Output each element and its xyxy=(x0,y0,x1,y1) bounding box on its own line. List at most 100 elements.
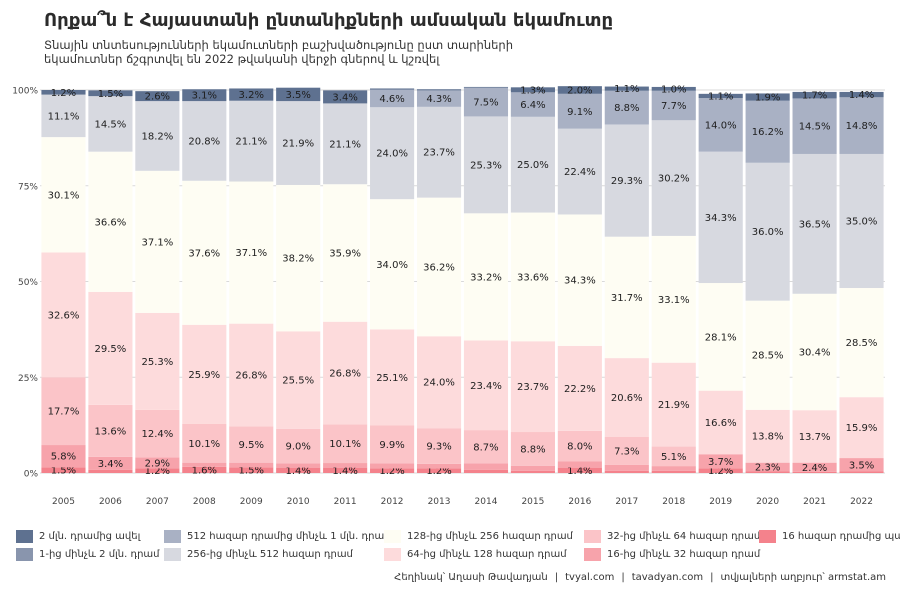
bar-segment-2009-1 xyxy=(229,462,274,468)
x-tick-label-2019: 2019 xyxy=(709,497,732,507)
bar-segment-2014-5 xyxy=(463,116,509,214)
caption-source: տվյալների աղբյուր՝ armstat.am xyxy=(720,572,886,583)
data-label-2017-3: 20.6% xyxy=(611,393,643,404)
bar-segment-2015-5 xyxy=(510,116,555,213)
data-label-2010-5: 21.9% xyxy=(282,139,314,150)
bar-segment-2022-3 xyxy=(839,397,884,459)
bar-segment-2006-8 xyxy=(88,90,133,97)
bar-segment-2006-1 xyxy=(88,456,133,470)
bar-segment-2014-4 xyxy=(463,213,509,341)
bar-segment-2015-2 xyxy=(510,432,555,466)
caption-link-tvyal[interactable]: tvyal.com xyxy=(565,572,615,583)
bar-segment-2020-3 xyxy=(745,409,790,463)
bar-segment-2018-5 xyxy=(651,120,696,236)
data-label-2008-3: 25.9% xyxy=(188,370,220,381)
data-label-2017-4: 31.7% xyxy=(611,293,643,304)
data-label-2006-2: 13.6% xyxy=(95,426,127,437)
data-label-2005-4: 30.1% xyxy=(48,190,80,201)
bar-segment-2018-1 xyxy=(651,466,696,471)
caption-link-tavadyan[interactable]: tavadyan.com xyxy=(631,572,704,583)
bar-segment-2016-0 xyxy=(557,467,602,473)
data-label-2019-6: 14.0% xyxy=(705,120,737,131)
x-tick-label-2021: 2021 xyxy=(803,497,826,507)
data-label-2014-3: 23.4% xyxy=(470,381,502,392)
bar-segment-2010-5 xyxy=(276,101,321,185)
subtitle-line-1: Տնային տնտեսությունների եկամուտների բաշխ… xyxy=(44,38,513,52)
bar-segment-2005-8 xyxy=(41,90,86,95)
data-label-2006-1: 3.4% xyxy=(98,459,123,470)
data-label-2018-2: 5.1% xyxy=(661,452,686,463)
bar-segment-2015-4 xyxy=(510,212,555,342)
bar-segment-2014-0 xyxy=(463,469,509,473)
bar-segment-2008-8 xyxy=(182,89,227,102)
bar-segment-2021-4 xyxy=(792,293,837,411)
bar-segment-2015-0 xyxy=(510,470,555,473)
legend-item-256k-512k: 256-ից մինչև 512 հազար դրամ xyxy=(164,548,353,561)
data-label-2020-1: 2.3% xyxy=(755,463,780,474)
bar-segment-2006-0 xyxy=(88,469,133,473)
data-label-2012-4: 34.0% xyxy=(376,260,408,271)
bar-segment-2020-8 xyxy=(745,93,790,101)
data-label-2022-3: 15.9% xyxy=(846,423,878,434)
bar-segment-2018-3 xyxy=(651,362,696,447)
data-label-2021-8: 1.7% xyxy=(802,91,827,102)
bar-segment-2020-6 xyxy=(745,100,790,163)
bar-segment-2016-3 xyxy=(557,345,602,431)
bar-segment-2016-6 xyxy=(557,93,602,129)
bar-segment-2017-8 xyxy=(604,86,649,91)
bar-segment-2020-5 xyxy=(745,162,790,301)
legend-key-16k-32k xyxy=(584,548,601,561)
bar-segment-2016-5 xyxy=(557,128,602,215)
bar-segment-2006-5 xyxy=(88,96,133,152)
data-label-2007-3: 25.3% xyxy=(141,357,173,368)
bar-segment-2006-4 xyxy=(88,151,133,292)
x-tick-label-2008: 2008 xyxy=(193,497,216,507)
data-label-2011-2: 10.1% xyxy=(329,439,361,450)
chart-legend: 2 մլն. դրամից ավել 1-ից մինչև 2 մլն. դրա… xyxy=(16,524,900,566)
bar-segment-2012-3 xyxy=(370,329,415,426)
data-label-2021-3: 13.7% xyxy=(799,432,831,443)
data-label-2005-2: 17.7% xyxy=(48,407,80,418)
bar-segment-2008-2 xyxy=(182,423,227,463)
data-label-2009-3: 26.8% xyxy=(235,370,267,381)
bar-segment-2020-4 xyxy=(745,300,790,410)
data-label-2022-5: 35.0% xyxy=(846,216,878,227)
bar-segment-2016-8 xyxy=(557,86,602,94)
chart-caption: Հեղինակ՝ Աղասի Թավադյան | tvyal.com | tavady… xyxy=(394,572,886,583)
x-tick-label-2018: 2018 xyxy=(662,497,685,507)
data-label-2013-5: 23.7% xyxy=(423,148,455,159)
data-label-2015-8: 1.3% xyxy=(520,85,545,96)
bar-segment-2022-0 xyxy=(839,471,884,473)
data-label-2021-5: 36.5% xyxy=(799,219,831,230)
bar-segment-2021-3 xyxy=(792,410,837,463)
bar-segment-2017-5 xyxy=(604,124,649,237)
bar-segment-2010-8 xyxy=(276,87,321,102)
bar-segment-2011-0 xyxy=(323,467,368,473)
bar-segment-2005-3 xyxy=(41,252,86,378)
bar-segment-2016-2 xyxy=(557,430,602,462)
data-label-2015-3: 23.7% xyxy=(517,382,549,393)
bar-segment-2010-1 xyxy=(276,463,321,468)
data-label-2016-6: 9.1% xyxy=(567,107,592,118)
bar-segment-2014-2 xyxy=(463,430,509,464)
data-label-2007-5: 18.2% xyxy=(141,131,173,142)
legend-label-32k-64k: 32-ից մինչև 64 հազար դրամ xyxy=(607,531,761,542)
bar-segment-2017-0 xyxy=(604,470,649,473)
data-label-2022-1: 3.5% xyxy=(849,460,874,471)
bar-segment-2008-4 xyxy=(182,180,227,325)
legend-key-1m-2m xyxy=(16,548,33,561)
legend-label-128k-256k: 128-ից մինչև 256 հազար դրամ xyxy=(407,531,573,542)
bar-segment-2014-1 xyxy=(463,463,509,470)
data-label-2008-2: 10.1% xyxy=(188,439,220,450)
data-label-2007-1: 2.9% xyxy=(145,458,170,469)
bar-segment-2021-0 xyxy=(792,471,837,473)
bar-segment-2007-1 xyxy=(135,457,180,469)
data-label-2011-0: 1.4% xyxy=(332,466,357,477)
bar-segment-2011-8 xyxy=(323,90,368,104)
bar-segment-2022-8 xyxy=(839,91,884,98)
bar-segment-2012-2 xyxy=(370,425,415,464)
bar-segment-2008-3 xyxy=(182,324,227,424)
bar-segment-2009-2 xyxy=(229,426,274,463)
bar-segment-2011-3 xyxy=(323,321,368,425)
legend-item-512k-1m: 512 հազար դրամից մինչև 1 մլն. դրամ xyxy=(164,530,391,543)
